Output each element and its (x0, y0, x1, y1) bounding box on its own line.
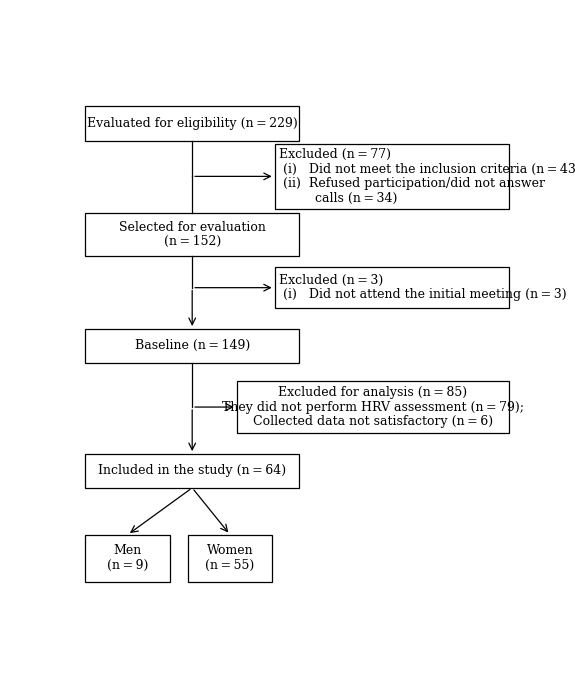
Text: Women: Women (207, 544, 254, 557)
Bar (187, 535, 273, 582)
Text: Selected for evaluation: Selected for evaluation (119, 221, 266, 234)
Text: Excluded for analysis (n = 85): Excluded for analysis (n = 85) (278, 386, 467, 399)
Text: (n = 55): (n = 55) (205, 559, 255, 572)
Bar (85, 535, 170, 582)
Text: Collected data not satisfactory (n = 6): Collected data not satisfactory (n = 6) (252, 415, 493, 428)
Bar (275, 267, 508, 308)
Text: Baseline (n = 149): Baseline (n = 149) (135, 339, 250, 352)
Bar (85, 329, 299, 363)
Text: Evaluated for eligibility (n = 229): Evaluated for eligibility (n = 229) (87, 117, 298, 130)
Bar (85, 213, 299, 256)
Text: (n = 9): (n = 9) (107, 559, 148, 572)
Text: Men: Men (113, 544, 141, 557)
Bar (85, 106, 299, 141)
Text: Excluded (n = 3): Excluded (n = 3) (279, 274, 384, 287)
Bar (237, 381, 508, 433)
Text: (ii)  Refused participation/did not answer: (ii) Refused participation/did not answe… (279, 177, 545, 190)
Bar (275, 144, 508, 209)
Text: They did not perform HRV assessment (n = 79);: They did not perform HRV assessment (n =… (222, 401, 524, 414)
Bar (85, 454, 299, 488)
Text: Included in the study (n = 64): Included in the study (n = 64) (98, 464, 286, 477)
Text: calls (n = 34): calls (n = 34) (279, 192, 397, 204)
Text: (i)   Did not meet the inclusion criteria (n = 43): (i) Did not meet the inclusion criteria … (279, 162, 575, 175)
Text: (i)   Did not attend the initial meeting (n = 3): (i) Did not attend the initial meeting (… (279, 288, 567, 301)
Text: (n = 152): (n = 152) (163, 236, 221, 248)
Text: Excluded (n = 77): Excluded (n = 77) (279, 148, 391, 161)
